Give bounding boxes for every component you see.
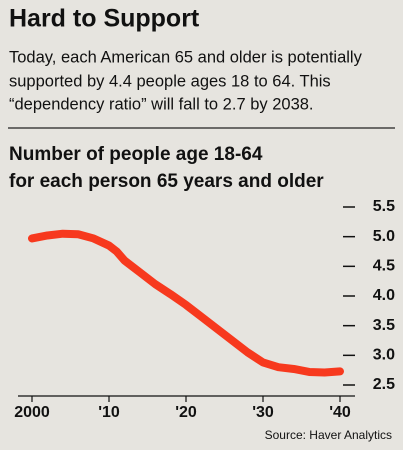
- y-tick-label: 3.0: [373, 347, 395, 364]
- y-tick-label: 5.5: [373, 198, 395, 215]
- y-tick-label: 2.5: [373, 376, 395, 393]
- axis-title: Number of people age 18-64: [9, 144, 263, 165]
- subtitle: Today, each American 65 and older is pot…: [9, 48, 363, 66]
- line: [28, 229, 344, 377]
- chart-title: Hard to Support: [9, 5, 200, 33]
- x-tick-label: '40: [329, 404, 351, 421]
- y-tick-label: 4.0: [373, 287, 395, 304]
- y-tick-label: 3.5: [373, 317, 395, 334]
- y-tick-label: 5.0: [373, 228, 395, 245]
- x-tick-label: '10: [98, 404, 120, 421]
- x-tick-label: '30: [252, 404, 274, 421]
- x-tick-label: '20: [175, 404, 197, 421]
- subtitle: “dependency ratio” will fall to 2.7 by 2…: [9, 95, 314, 113]
- y-tick-label: 4.5: [373, 258, 395, 275]
- x-tick-label: 2000: [14, 404, 50, 421]
- axis-title: for each person 65 years and older: [9, 171, 324, 192]
- subtitle: supported by 4.4 people ages 18 to 64. T…: [9, 72, 331, 90]
- source: Source: Haver Analytics: [265, 428, 392, 442]
